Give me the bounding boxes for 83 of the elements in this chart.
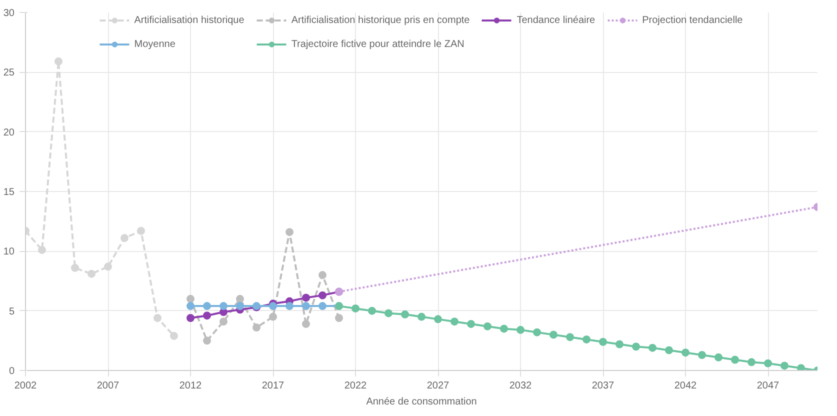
point (780, 362, 788, 370)
point (599, 338, 607, 346)
point (302, 294, 310, 302)
point (269, 312, 277, 321)
point (682, 348, 690, 357)
point (186, 314, 194, 322)
point (236, 294, 244, 303)
x-tick-label: 2022 (344, 380, 368, 392)
point (797, 364, 805, 370)
point (500, 324, 508, 333)
legend-label: Artificialisation historique (134, 14, 244, 26)
y-tick-label: 5 (8, 306, 15, 318)
point (88, 270, 96, 278)
point (698, 350, 706, 359)
legend-label: Artificialisation historique pris en compte (291, 14, 470, 26)
x-tick-label: 2047 (756, 380, 780, 392)
point (318, 291, 326, 300)
point (286, 228, 294, 236)
point (484, 322, 492, 330)
x-tick-label: 2032 (509, 380, 532, 392)
x-tick-label: 2042 (674, 380, 698, 392)
point (467, 320, 475, 328)
point (203, 302, 211, 310)
x-axis-title: Année de consommation (366, 396, 477, 408)
point (616, 340, 624, 348)
point (731, 356, 739, 364)
y-tick-label: 15 (3, 187, 15, 198)
point (632, 342, 640, 351)
point (286, 302, 294, 310)
point (71, 264, 79, 272)
legend-label: Trajectoire fictive pour atteindre le ZAN (291, 38, 464, 50)
legend-label: Projection tendancielle (642, 14, 743, 26)
point (186, 294, 194, 303)
point (516, 326, 524, 334)
y-tick-label: 10 (3, 246, 15, 258)
point (120, 234, 128, 242)
point (302, 320, 310, 328)
point (54, 57, 62, 66)
point (203, 336, 211, 345)
point (714, 353, 722, 362)
point (384, 309, 392, 318)
point (368, 306, 376, 315)
x-tick-label: 2037 (592, 380, 615, 392)
point (352, 304, 360, 312)
point (318, 271, 326, 280)
point (566, 333, 574, 342)
y-tick-label: 25 (3, 68, 15, 79)
point (154, 314, 162, 322)
legend-label: Tendance linéaire (516, 14, 596, 26)
point (137, 226, 145, 235)
x-tick-label: 2007 (96, 380, 120, 392)
point (38, 246, 46, 254)
point (434, 315, 442, 324)
point (220, 318, 228, 326)
point (582, 335, 590, 344)
x-tick-label: 2012 (179, 380, 202, 392)
point (170, 332, 178, 340)
point (318, 302, 326, 310)
legend-label: Moyenne (134, 38, 176, 50)
point (104, 262, 112, 271)
point (252, 324, 260, 332)
x-tick-label: 2002 (14, 380, 38, 392)
point (203, 312, 211, 320)
y-tick-label: 20 (3, 127, 15, 138)
y-tick-label: 0 (8, 366, 15, 377)
point (186, 302, 194, 310)
point (533, 328, 541, 336)
y-tick-label: 30 (3, 8, 15, 19)
point (764, 359, 772, 368)
point (550, 330, 558, 339)
point (401, 310, 409, 318)
point (450, 318, 458, 326)
point (648, 344, 656, 352)
point (236, 302, 244, 310)
point (748, 358, 756, 366)
point (665, 346, 673, 354)
point (269, 302, 277, 310)
point (220, 302, 228, 310)
x-tick-label: 2017 (262, 380, 285, 392)
x-tick-label: 2027 (426, 380, 450, 392)
point (418, 312, 426, 321)
point (335, 314, 343, 322)
point (302, 302, 310, 310)
